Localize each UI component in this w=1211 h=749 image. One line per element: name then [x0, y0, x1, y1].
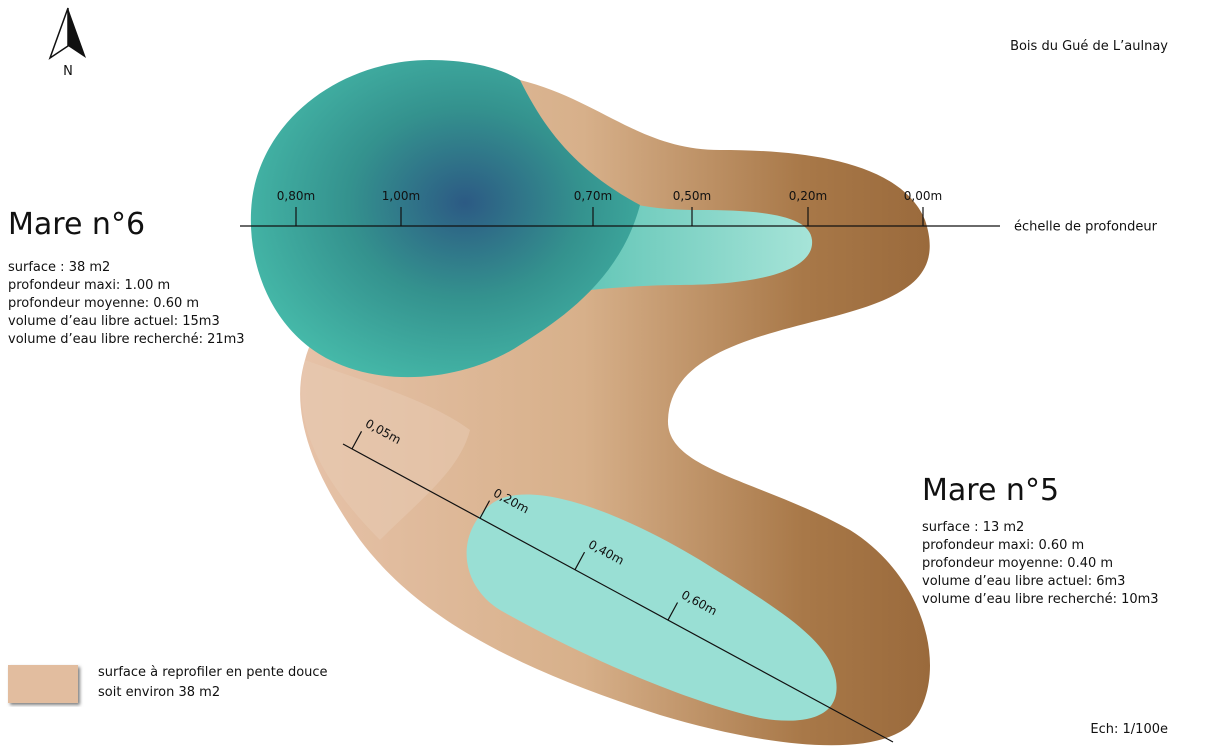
depth-tick-label: 0,00m [904, 189, 942, 203]
depth-tick-label: 0,20m [789, 189, 827, 203]
depth-tick [667, 602, 679, 621]
legend-text: surface à reprofiler en pente douce [98, 665, 328, 680]
pond-detail: profondeur maxi: 1.00 m [8, 278, 170, 293]
depth-tick-label: 1,00m [382, 189, 420, 203]
depth-tick [574, 551, 586, 570]
pond-6 [250, 60, 640, 378]
depth-tick [351, 431, 363, 450]
pond-detail: surface : 13 m2 [922, 520, 1024, 535]
north-label: N [63, 64, 73, 79]
pond-detail: volume d’eau libre actuel: 6m3 [922, 574, 1125, 589]
north-arrow [48, 7, 69, 60]
pond-detail: surface : 38 m2 [8, 260, 110, 275]
pond-detail: profondeur moyenne: 0.60 m [8, 296, 199, 311]
legend-text: soit environ 38 m2 [98, 685, 220, 700]
pond-detail: profondeur moyenne: 0.40 m [922, 556, 1113, 571]
pond-5-title: Mare n°5 [922, 473, 1059, 508]
depth-tick [479, 500, 491, 519]
depth-line [342, 443, 894, 743]
legend-swatch [8, 665, 78, 703]
depth-tick-label: 0,80m [277, 189, 315, 203]
depth-tick-label: 0,50m [673, 189, 711, 203]
depth-scale-label: échelle de profondeur [1014, 220, 1158, 235]
scale: Ech: 1/100e [1090, 722, 1168, 737]
light-slope [301, 360, 470, 540]
pond-6-title: Mare n°6 [8, 207, 145, 242]
pond-detail: volume d’eau libre actuel: 15m3 [8, 314, 220, 329]
pond-5 [466, 494, 837, 721]
pond-detail: profondeur maxi: 0.60 m [922, 538, 1084, 553]
north-arrow [68, 8, 86, 58]
site-name: Bois du Gué de L’aulnay [1010, 39, 1168, 54]
depth-tick-label: 0,70m [574, 189, 612, 203]
pond-detail: volume d’eau libre recherché: 10m3 [922, 592, 1159, 607]
pond-detail: volume d’eau libre recherché: 21m3 [8, 332, 245, 347]
